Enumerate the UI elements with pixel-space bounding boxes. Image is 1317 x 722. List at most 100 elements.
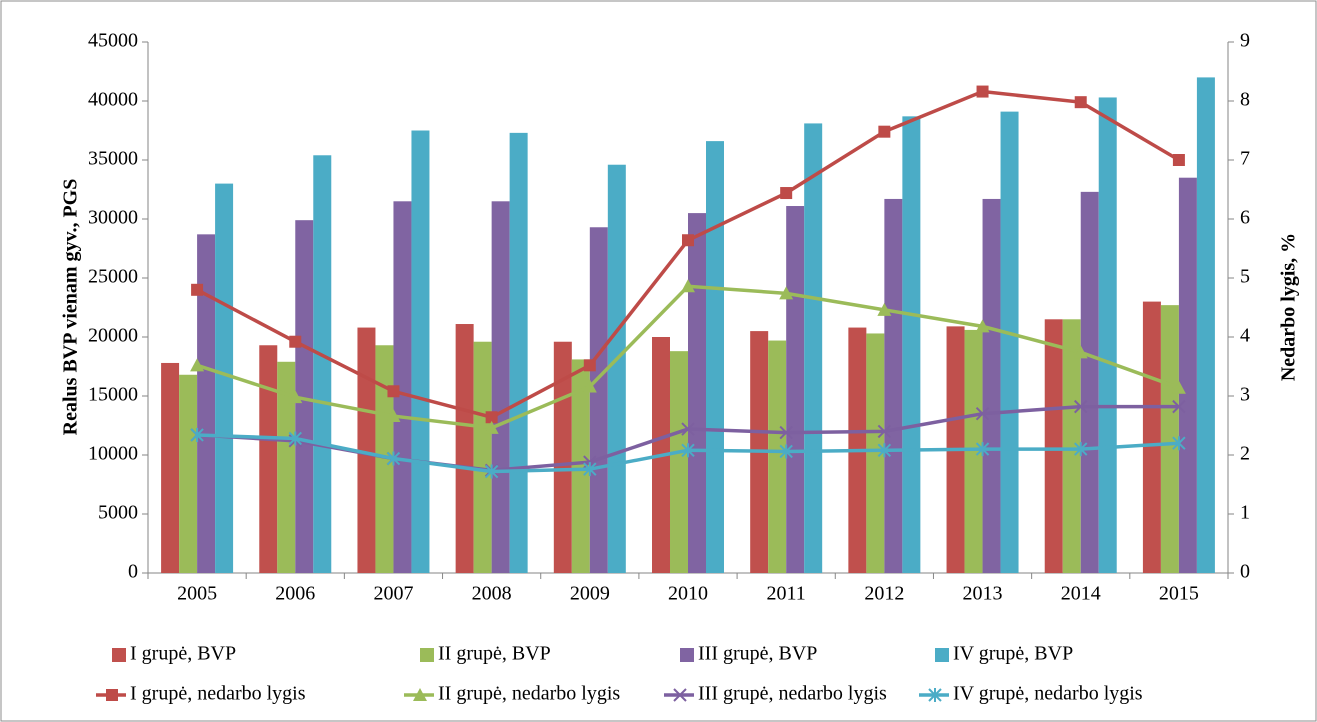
marker xyxy=(681,443,695,458)
bar xyxy=(688,213,706,573)
bar xyxy=(786,206,805,573)
marker xyxy=(975,406,990,421)
x-tick-label: 2007 xyxy=(373,583,413,605)
bar xyxy=(411,130,430,573)
bar xyxy=(964,329,983,573)
y-tick-label: 35000 xyxy=(88,148,138,170)
bar xyxy=(1098,97,1117,574)
y2-tick-label: 3 xyxy=(1240,384,1250,406)
y-tick-label: 45000 xyxy=(88,30,138,52)
x-tick-label: 2012 xyxy=(864,583,904,605)
x-tick-label: 2013 xyxy=(963,583,1003,605)
marker xyxy=(1074,399,1088,414)
marker xyxy=(975,442,990,457)
bar xyxy=(1160,305,1179,573)
bar xyxy=(768,340,787,573)
y2-axis-title: Nedarbo lygis, % xyxy=(1278,233,1300,381)
marker xyxy=(387,385,400,398)
marker xyxy=(976,85,989,98)
bar xyxy=(215,183,234,573)
bar xyxy=(259,345,278,573)
legend-label: IV grupė, nedarbo lygis xyxy=(953,683,1143,705)
marker xyxy=(386,451,401,466)
marker xyxy=(681,279,695,293)
marker xyxy=(878,125,891,138)
bar xyxy=(179,374,198,573)
bar xyxy=(1000,111,1019,574)
y2-tick-label: 7 xyxy=(1240,148,1250,170)
marker xyxy=(1073,345,1088,359)
marker xyxy=(779,444,793,459)
y2-tick-label: 6 xyxy=(1240,207,1250,229)
marker xyxy=(191,283,204,296)
y2-tick-label: 1 xyxy=(1240,502,1250,524)
marker xyxy=(106,689,118,701)
marker xyxy=(682,234,694,247)
y2-tick-label: 8 xyxy=(1240,89,1250,111)
marker xyxy=(1172,436,1186,451)
legend-label: I grupė, nedarbo lygis xyxy=(130,683,306,705)
marker xyxy=(583,462,597,477)
marker xyxy=(386,409,401,423)
x-tick-label: 2010 xyxy=(668,583,708,605)
bar xyxy=(197,234,216,573)
marker xyxy=(779,425,793,440)
bar xyxy=(884,198,903,573)
legend-label: II grupė, nedarbo lygis xyxy=(438,683,620,705)
bar xyxy=(607,164,626,573)
legend-swatch xyxy=(112,648,126,662)
y-axis-title: Realus BVP vienam gyv., PGS xyxy=(60,179,82,436)
bar xyxy=(804,123,823,574)
marker xyxy=(1074,96,1087,109)
bar xyxy=(589,227,608,573)
bar xyxy=(1196,77,1215,574)
bar xyxy=(295,220,314,573)
bar xyxy=(706,141,724,573)
marker xyxy=(190,427,204,442)
legend-swatch xyxy=(935,648,949,662)
bar xyxy=(473,341,492,573)
legend-label: III grupė, BVP xyxy=(698,643,817,665)
marker xyxy=(288,431,302,446)
bar xyxy=(982,198,1001,573)
y2-tick-label: 2 xyxy=(1240,443,1250,465)
marker xyxy=(1172,154,1185,166)
marker xyxy=(190,358,205,372)
bar xyxy=(1062,319,1081,573)
y-tick-label: 20000 xyxy=(88,325,138,347)
bar xyxy=(161,362,180,573)
bar xyxy=(509,132,528,574)
bar xyxy=(277,361,296,573)
bar xyxy=(357,327,376,573)
x-tick-label: 2009 xyxy=(570,583,610,605)
bar xyxy=(902,116,921,573)
legend-swatch xyxy=(420,648,434,662)
marker xyxy=(484,420,499,434)
y-tick-label: 25000 xyxy=(88,266,138,288)
y-tick-label: 0 xyxy=(128,561,138,583)
marker xyxy=(928,688,942,702)
marker xyxy=(681,422,695,436)
x-tick-label: 2008 xyxy=(472,583,512,605)
bar xyxy=(455,324,474,573)
marker xyxy=(673,688,687,702)
marker xyxy=(877,424,892,439)
bar xyxy=(393,201,412,574)
legend-label: III grupė, nedarbo lygis xyxy=(698,683,887,705)
marker xyxy=(877,443,892,458)
bar xyxy=(313,155,332,573)
marker xyxy=(779,286,794,300)
y2-tick-label: 9 xyxy=(1240,30,1250,52)
y2-tick-label: 0 xyxy=(1240,561,1250,583)
marker xyxy=(289,335,302,348)
legend-label: IV grupė, BVP xyxy=(953,643,1073,665)
bar xyxy=(491,201,510,574)
bar xyxy=(866,333,885,573)
marker xyxy=(877,302,892,316)
marker xyxy=(1171,380,1186,394)
bar xyxy=(1178,177,1197,573)
bar xyxy=(670,351,688,573)
x-tick-label: 2014 xyxy=(1061,583,1101,605)
legend-swatch xyxy=(680,648,694,662)
